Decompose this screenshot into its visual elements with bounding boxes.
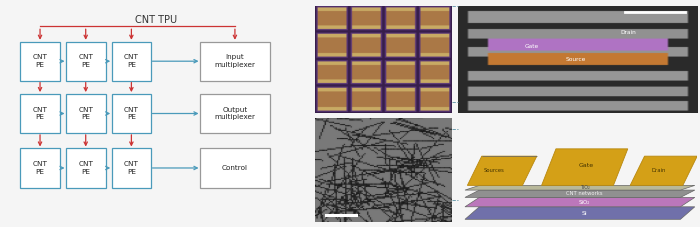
Text: CNT
PE: CNT PE (78, 161, 93, 175)
Text: CNT networks: CNT networks (566, 191, 603, 196)
Text: SiO₂: SiO₂ (579, 200, 590, 205)
Polygon shape (465, 197, 695, 207)
Polygon shape (465, 190, 695, 197)
FancyBboxPatch shape (200, 148, 270, 188)
Polygon shape (465, 185, 695, 190)
Text: Gate: Gate (579, 163, 594, 168)
Text: CNT
PE: CNT PE (33, 161, 48, 175)
FancyBboxPatch shape (66, 148, 106, 188)
Text: Output
multiplexer: Output multiplexer (214, 107, 256, 120)
FancyBboxPatch shape (20, 42, 60, 81)
Text: Source: Source (566, 57, 586, 62)
Text: CNT
PE: CNT PE (78, 54, 93, 68)
Text: CNT
PE: CNT PE (78, 107, 93, 120)
Text: CNT
PE: CNT PE (33, 54, 48, 68)
FancyBboxPatch shape (66, 94, 106, 133)
Text: CNT
PE: CNT PE (124, 107, 139, 120)
FancyBboxPatch shape (200, 42, 270, 81)
Text: Sources: Sources (483, 168, 504, 173)
FancyBboxPatch shape (200, 94, 270, 133)
Text: Control: Control (222, 165, 248, 171)
Text: CNT
PE: CNT PE (124, 54, 139, 68)
FancyBboxPatch shape (66, 42, 106, 81)
Text: Drain: Drain (621, 30, 636, 35)
Polygon shape (542, 149, 628, 185)
Text: Gate: Gate (525, 44, 539, 49)
FancyBboxPatch shape (20, 94, 60, 133)
Text: Drain: Drain (651, 168, 666, 173)
Polygon shape (468, 156, 537, 185)
FancyBboxPatch shape (111, 42, 151, 81)
Text: CNT TPU: CNT TPU (134, 15, 177, 25)
FancyBboxPatch shape (111, 148, 151, 188)
Text: CNT
PE: CNT PE (33, 107, 48, 120)
Text: Input
multiplexer: Input multiplexer (214, 54, 256, 68)
Polygon shape (465, 207, 695, 219)
FancyBboxPatch shape (111, 94, 151, 133)
Text: Si: Si (582, 211, 587, 216)
Polygon shape (630, 156, 697, 185)
Text: CNT
PE: CNT PE (124, 161, 139, 175)
FancyBboxPatch shape (20, 148, 60, 188)
Text: TiO₂: TiO₂ (580, 185, 589, 190)
